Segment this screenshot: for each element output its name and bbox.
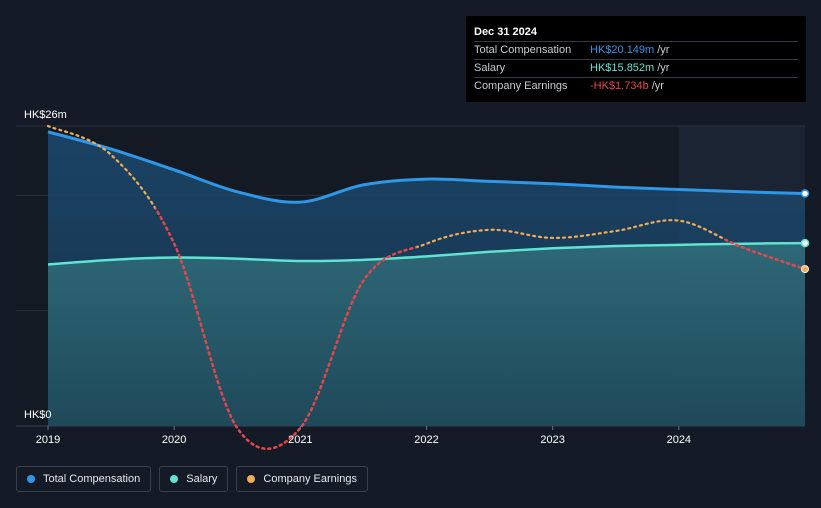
tooltip-row-salary: Salary HK$15.852m /yr (474, 59, 798, 77)
legend-item-total-compensation[interactable]: Total Compensation (16, 466, 152, 492)
legend-dot-icon (27, 475, 35, 483)
y-tick-label: HK$26m (24, 109, 67, 121)
legend-item-salary[interactable]: Salary (159, 466, 229, 492)
tooltip-label: Salary (474, 62, 506, 74)
salary-area (48, 243, 805, 426)
x-tick-label: 2022 (414, 434, 438, 446)
x-tick-label: 2024 (667, 434, 691, 446)
legend-label: Salary (186, 473, 218, 485)
y-tick-label: HK$0 (24, 409, 52, 421)
x-tick-label: 2019 (36, 434, 60, 446)
tooltip-unit: /yr (651, 80, 664, 92)
legend-item-company-earnings[interactable]: Company Earnings (236, 466, 368, 492)
salary-line (47, 241, 806, 266)
tooltip-value: HK$20.149m (590, 44, 655, 56)
tooltip: Dec 31 2024 Total Compensation HK$20.149… (466, 16, 806, 102)
total-compensation-line (47, 130, 806, 204)
tooltip-label: Total Compensation (474, 44, 572, 56)
tooltip-value: -HK$1.734b (590, 80, 649, 92)
total-compensation-end-marker (800, 189, 810, 198)
tooltip-unit: /yr (657, 44, 670, 56)
salary-end-marker (800, 238, 810, 248)
legend-label: Total Compensation (43, 473, 141, 485)
tooltip-label: Company Earnings (474, 80, 568, 92)
tooltip-value: HK$15.852m (590, 62, 655, 74)
legend-label: Company Earnings (263, 473, 357, 485)
legend: Total Compensation Salary Company Earnin… (16, 466, 368, 492)
tooltip-row-total-compensation: Total Compensation HK$20.149m /yr (474, 41, 798, 59)
tooltip-date: Dec 31 2024 (474, 26, 537, 38)
legend-dot-icon (247, 475, 256, 483)
x-tick-label: 2021 (288, 434, 312, 446)
company-earnings-end-marker (801, 265, 809, 274)
x-tick-label: 2020 (162, 434, 186, 446)
company-earnings-negative-line (155, 205, 417, 450)
tooltip-unit: /yr (657, 62, 670, 74)
x-tick-label: 2023 (540, 434, 564, 446)
tooltip-row-company-earnings: Company Earnings -HK$1.734b /yr (474, 77, 798, 95)
legend-dot-icon (170, 475, 179, 483)
